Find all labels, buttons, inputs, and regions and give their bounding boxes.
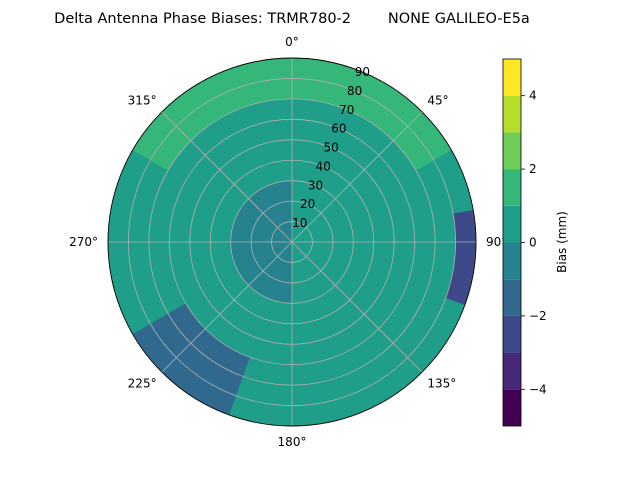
colorbar-swatch <box>503 279 521 316</box>
chart-title: Delta Antenna Phase Biases: TRMR780-2 NO… <box>54 11 530 27</box>
colorbar-tick-label: 4 <box>529 89 537 103</box>
colorbar-label: Bias (mm) <box>555 211 569 273</box>
grid-spoke <box>291 241 423 373</box>
grid-spoke <box>161 111 293 243</box>
angular-tick-label: 135° <box>427 376 456 390</box>
contour-band-3 <box>445 210 476 305</box>
contour-band-2 <box>132 58 452 171</box>
radial-tick-label: 80 <box>347 84 362 98</box>
colorbar-swatch <box>503 242 521 280</box>
colorbar-swatch <box>503 59 521 96</box>
colorbar-tick-label: −4 <box>529 382 547 396</box>
colorbar-tick-label: 0 <box>529 236 537 250</box>
angular-tick-label: 180° <box>278 435 307 449</box>
colorbar-tick-label: −2 <box>529 309 547 323</box>
radial-tick-label: 70 <box>339 103 354 117</box>
radial-tick-label: 20 <box>300 197 315 211</box>
radial-tick-label: 10 <box>292 216 307 230</box>
colorbar-swatch <box>503 95 521 133</box>
angular-tick-label: 0° <box>285 35 299 49</box>
colorbar: −4 −2 0 2 4 <box>502 58 547 427</box>
radial-tick-label: 40 <box>316 159 331 173</box>
radial-tick-label: 50 <box>323 141 338 155</box>
colorbar-swatch <box>503 169 521 206</box>
grid-spoke <box>291 111 423 243</box>
angular-tick-label: 225° <box>128 376 157 390</box>
polar-frame <box>107 57 477 427</box>
colorbar-swatch <box>503 132 521 170</box>
colorbar-tick-label: 2 <box>529 162 537 176</box>
radial-tick-label: 30 <box>308 178 323 192</box>
contour-band-4 <box>132 303 251 415</box>
colorbar-swatch <box>503 389 521 426</box>
angular-tick-label: 270° <box>69 235 98 249</box>
angular-tick-label: 90° <box>486 235 507 249</box>
radial-tick-label: 90 <box>355 65 370 79</box>
radial-tick-labels: 10 20 30 40 50 60 70 80 90 <box>292 65 370 230</box>
colorbar-swatch <box>503 315 521 353</box>
colorbar-swatch <box>503 352 521 390</box>
angular-tick-labels: 0° 45° 90° 135° 180° 225° 270° 315° <box>69 35 507 449</box>
angular-tick-label: 315° <box>128 94 157 108</box>
colorbar-swatch <box>503 205 521 243</box>
radial-tick-label: 60 <box>331 122 346 136</box>
angular-tick-label: 45° <box>427 94 448 108</box>
grid-spoke <box>161 241 293 373</box>
polar-grid <box>107 57 477 427</box>
